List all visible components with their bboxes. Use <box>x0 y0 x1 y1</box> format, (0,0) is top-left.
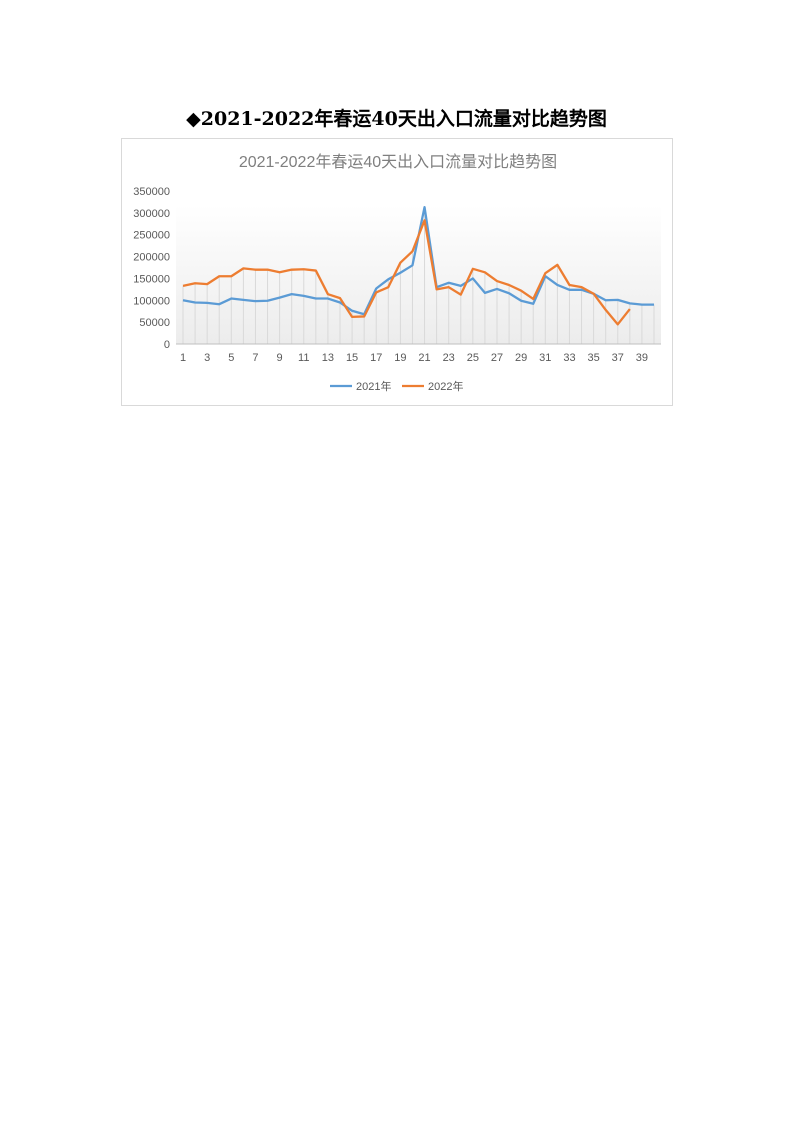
x-tick-label: 19 <box>394 352 406 364</box>
x-tick-label: 29 <box>515 352 527 364</box>
y-tick-label: 250000 <box>133 230 170 242</box>
y-tick-label: 150000 <box>133 273 170 285</box>
legend-label: 2022年 <box>428 379 463 393</box>
chart-title: 2021-2022年春运40天出入口流量对比趋势图 <box>239 153 557 171</box>
x-tick-label: 1 <box>180 352 186 364</box>
y-tick-label: 50000 <box>139 317 170 329</box>
line-chart: 2021-2022年春运40天出入口流量对比趋势图 05000010000015… <box>133 153 661 393</box>
x-tick-label: 7 <box>252 352 258 364</box>
series-line-2022年 <box>182 219 631 326</box>
y-tick-label: 200000 <box>133 252 170 264</box>
y-tick-label: 100000 <box>133 295 170 307</box>
x-tick-label: 15 <box>346 352 358 364</box>
x-tick-label: 13 <box>322 352 334 364</box>
x-tick-label: 27 <box>491 352 503 364</box>
y-tick-label: 0 <box>164 339 170 351</box>
x-tick-label: 33 <box>563 352 575 364</box>
legend-label: 2021年 <box>356 379 391 393</box>
x-tick-label: 31 <box>539 352 551 364</box>
x-tick-label: 25 <box>467 352 479 364</box>
x-tick-label: 17 <box>370 352 382 364</box>
chart-container: 2021-2022年春运40天出入口流量对比趋势图 0 50000 100000 15… <box>121 138 673 406</box>
y-tick-label: 350000 <box>133 186 170 198</box>
x-tick-label: 21 <box>418 352 430 364</box>
y-tick-label: 300000 <box>133 208 170 220</box>
page-heading: ◆2021-2022年春运40天出入口流量对比趋势图 <box>186 108 607 130</box>
x-tick-label: 37 <box>612 352 624 364</box>
plot-background <box>176 204 661 344</box>
x-tick-label: 5 <box>228 352 234 364</box>
x-tick-label: 9 <box>277 352 283 364</box>
x-tick-label: 11 <box>298 352 309 364</box>
x-tick-label: 39 <box>636 352 648 364</box>
x-tick-label: 35 <box>587 352 599 364</box>
x-tick-label: 23 <box>443 352 455 364</box>
x-tick-label: 3 <box>204 352 210 364</box>
